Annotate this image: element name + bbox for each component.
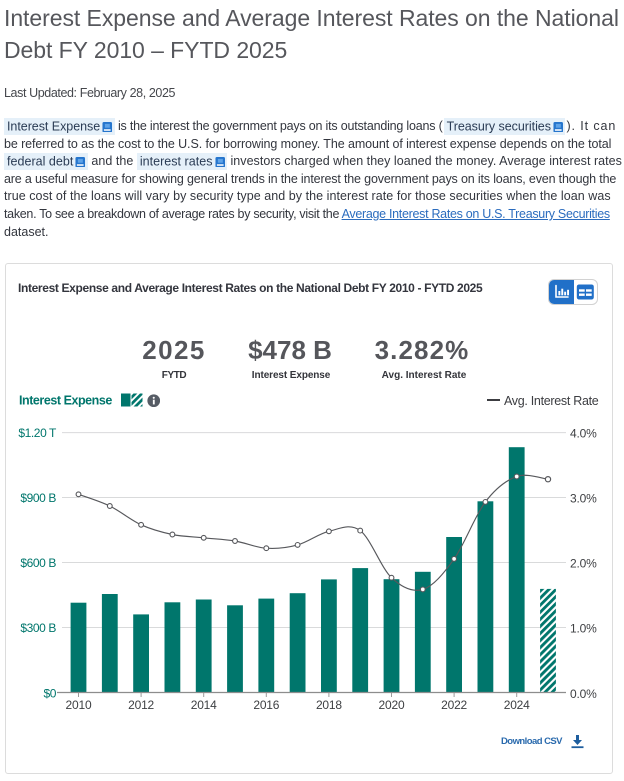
- svg-text:4.0%: 4.0%: [570, 427, 597, 441]
- svg-text:2018: 2018: [316, 698, 342, 712]
- svg-text:2.0%: 2.0%: [570, 556, 597, 570]
- svg-text:$900 B: $900 B: [20, 491, 56, 505]
- svg-text:$1.20 T: $1.20 T: [18, 426, 57, 440]
- svg-text:$300 B: $300 B: [20, 621, 56, 635]
- svg-text:3.0%: 3.0%: [570, 491, 597, 505]
- svg-text:1.0%: 1.0%: [570, 621, 597, 635]
- svg-text:2022: 2022: [441, 698, 467, 712]
- svg-text:2020: 2020: [379, 698, 405, 712]
- svg-text:$600 B: $600 B: [20, 556, 56, 570]
- svg-text:2012: 2012: [128, 698, 154, 712]
- svg-text:2014: 2014: [191, 698, 217, 712]
- svg-text:2016: 2016: [253, 698, 279, 712]
- svg-text:2024: 2024: [504, 698, 530, 712]
- svg-text:$0: $0: [43, 687, 56, 701]
- svg-text:0.0%: 0.0%: [570, 687, 597, 701]
- svg-text:2010: 2010: [66, 698, 92, 712]
